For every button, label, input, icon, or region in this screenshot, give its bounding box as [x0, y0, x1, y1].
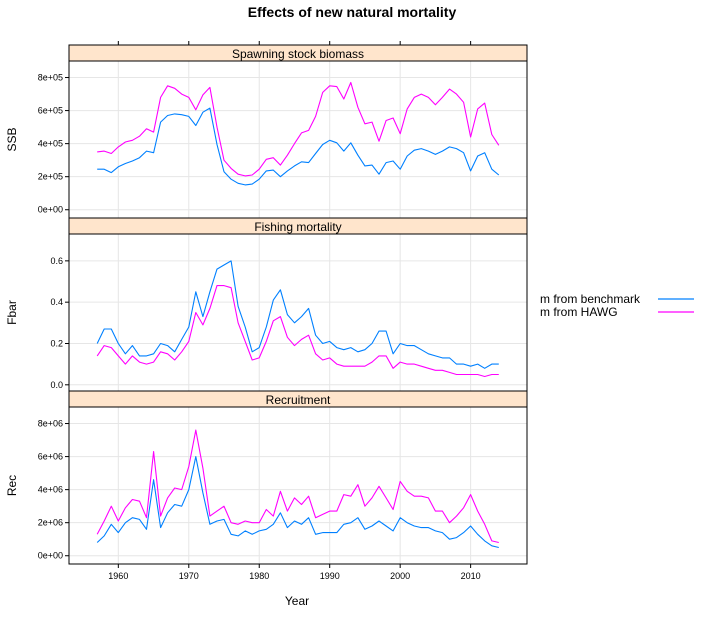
legend: m from benchmark m from HAWG: [540, 292, 694, 319]
panel-border: [68, 406, 528, 565]
series-line-benchmark: [96, 456, 499, 549]
y-tick-label: 0.6: [50, 256, 63, 266]
panel-1: Spawning stock biomass 0e+00 2e+05 4e+05 6e+…: [5, 41, 528, 219]
y-tick-label: 6e+06: [38, 452, 63, 462]
y-axis-label: SSB: [5, 127, 19, 151]
legend-label-hawg: m from HAWG: [540, 305, 618, 319]
y-tick-label: 2e+05: [38, 172, 63, 182]
strip-label: Spawning stock biomass: [232, 47, 364, 61]
y-tick-label: 6e+05: [38, 106, 63, 116]
x-axis-label: Year: [285, 594, 309, 608]
y-tick-label: 0.2: [50, 338, 63, 348]
y-tick-label: 4e+05: [38, 139, 63, 149]
x-tick-label: 2010: [461, 571, 481, 581]
x-tick-label: 1980: [249, 571, 269, 581]
panel-border: [68, 60, 528, 219]
y-tick-label: 8e+06: [38, 419, 63, 429]
x-tick-label: 1970: [179, 571, 199, 581]
y-axis-label: Rec: [5, 475, 19, 496]
y-tick-label: 0.0: [50, 380, 63, 390]
panel-2: Fishing mortality 0.0 0.2 0.4 0.6 Fbar: [5, 217, 528, 392]
x-tick-label: 1960: [108, 571, 128, 581]
y-tick-label: 2e+06: [38, 518, 63, 528]
strip-label: Fishing mortality: [254, 220, 341, 234]
y-tick-label: 0e+00: [38, 551, 63, 561]
chart-title: Effects of new natural mortality: [248, 4, 457, 20]
series-line-hawg: [97, 81, 500, 177]
legend-label-benchmark: m from benchmark: [540, 292, 641, 306]
y-tick-label: 0.4: [50, 297, 63, 307]
panel-border: [68, 233, 528, 392]
x-tick-label: 1990: [320, 571, 340, 581]
panels: Spawning stock biomass 0e+00 2e+05 4e+05 6e+…: [5, 41, 528, 581]
series-line-benchmark: [97, 107, 500, 186]
series-line-hawg: [96, 285, 499, 378]
series-line-benchmark: [96, 260, 499, 369]
y-axis-label: Fbar: [5, 300, 19, 325]
panel-3: Recruitment 0e+00 2e+06 4e+06 6e+06 8e+06 Rec 1…: [5, 390, 528, 581]
y-tick-label: 0e+00: [38, 205, 63, 215]
y-tick-label: 8e+05: [38, 73, 63, 83]
strip-label: Recruitment: [266, 393, 331, 407]
series-line-hawg: [96, 429, 499, 544]
x-tick-label: 2000: [390, 571, 410, 581]
y-tick-label: 4e+06: [38, 485, 63, 495]
